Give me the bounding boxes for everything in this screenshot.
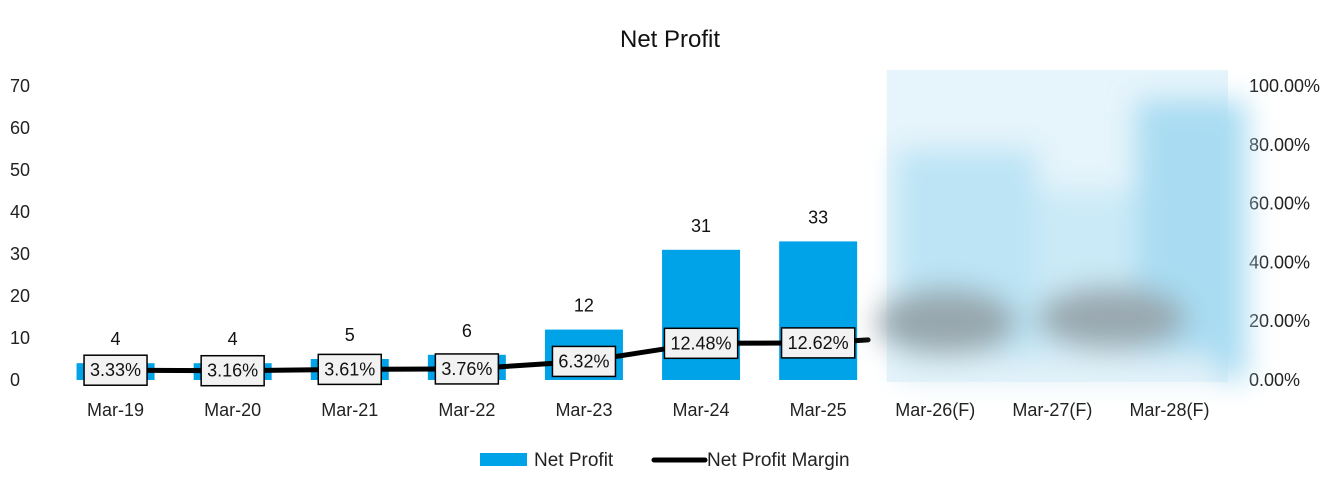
x-tick-label: Mar-20 [204, 400, 261, 420]
left-axis: 0 10 20 30 40 50 60 70 [10, 76, 30, 390]
bar-value-label: 4 [111, 329, 121, 349]
x-tick-label: Mar-25 [790, 400, 847, 420]
bar-value-label: 5 [345, 325, 355, 345]
line-label-box [83, 354, 148, 386]
line-label-text: 12.62% [788, 333, 849, 353]
left-tick-label: 30 [10, 244, 30, 264]
line-label-text: 3.61% [324, 359, 375, 379]
x-tick-label: Mar-24 [673, 400, 730, 420]
right-tick-label: 100.00% [1249, 76, 1320, 96]
left-tick-label: 40 [10, 202, 30, 222]
right-tick-label: 20.00% [1249, 311, 1310, 331]
right-tick-label: 0.00% [1249, 370, 1300, 390]
x-tick-label: Mar-22 [438, 400, 495, 420]
left-tick-label: 10 [10, 328, 30, 348]
line-label-box [551, 345, 617, 378]
x-tick-label: Mar-19 [87, 400, 144, 420]
x-tick-label: Mar-27(F) [1012, 400, 1092, 420]
bar [662, 249, 741, 380]
left-tick-label: 60 [10, 118, 30, 138]
right-tick-label: 40.00% [1249, 252, 1310, 272]
line-label-box [434, 353, 500, 385]
right-axis: 0.00% 20.00% 40.00% 60.00% 80.00% 100.00% [1249, 76, 1320, 390]
line-data-label: 12.48% [663, 327, 739, 360]
obscure-patch [1036, 286, 1187, 350]
right-tick-label: 80.00% [1249, 135, 1310, 155]
line-label-text: 3.16% [207, 361, 258, 381]
obscure-patch [876, 288, 1017, 356]
bar [779, 241, 858, 380]
line-label-text: 3.33% [90, 360, 141, 380]
x-axis: Mar-19 Mar-20 Mar-21 Mar-22 Mar-23 Mar-24 Mar-… [87, 400, 1209, 420]
bar-value-label: 4 [228, 329, 238, 349]
left-tick-label: 70 [10, 76, 30, 96]
line-data-label: 3.33% [83, 354, 148, 386]
chart-title: Net Profit [620, 26, 720, 53]
x-tick-label: Mar-23 [555, 400, 612, 420]
line-data-label: 12.62% [780, 327, 856, 359]
obscure-blur [876, 100, 1247, 380]
line-label-box [200, 354, 265, 387]
x-tick-label: Mar-26(F) [895, 400, 975, 420]
line-data-labels: 3.33% 3.16% 3.61% 3.76% 6.32% 12.48% 12.62% [83, 327, 856, 387]
bar-value-label: 12 [574, 296, 594, 316]
line-data-label: 6.32% [551, 345, 617, 378]
legend: Net Profit Net Profit Margin [480, 450, 850, 471]
bar-value-label: 33 [808, 207, 828, 227]
left-tick-label: 20 [10, 286, 30, 306]
line-label-text: 12.48% [671, 333, 732, 353]
bar-value-label: 31 [691, 216, 711, 236]
legend-label-net-profit: Net Profit [534, 450, 614, 471]
x-tick-label: Mar-21 [321, 400, 378, 420]
left-tick-label: 0 [10, 370, 20, 390]
line-label-text: 6.32% [558, 351, 609, 371]
line-label-box [663, 327, 739, 360]
line-data-label: 3.61% [317, 353, 382, 386]
line-label-box [317, 353, 382, 386]
right-tick-label: 60.00% [1249, 194, 1310, 214]
obscure-patch [896, 355, 1218, 380]
line-data-label: 3.16% [200, 354, 265, 387]
line-data-label: 3.76% [434, 353, 500, 385]
bar-value-labels: 4 4 5 6 12 31 33 [111, 207, 829, 349]
x-tick-label: Mar-28(F) [1129, 400, 1209, 420]
line-label-box [780, 327, 856, 359]
line-label-text: 3.76% [441, 359, 492, 379]
legend-swatch-net-profit [480, 453, 527, 466]
legend-label-net-profit-margin: Net Profit Margin [707, 450, 850, 471]
left-tick-label: 50 [10, 160, 30, 180]
bar-value-label: 6 [462, 321, 472, 341]
obscured-forecast-region [876, 70, 1247, 382]
